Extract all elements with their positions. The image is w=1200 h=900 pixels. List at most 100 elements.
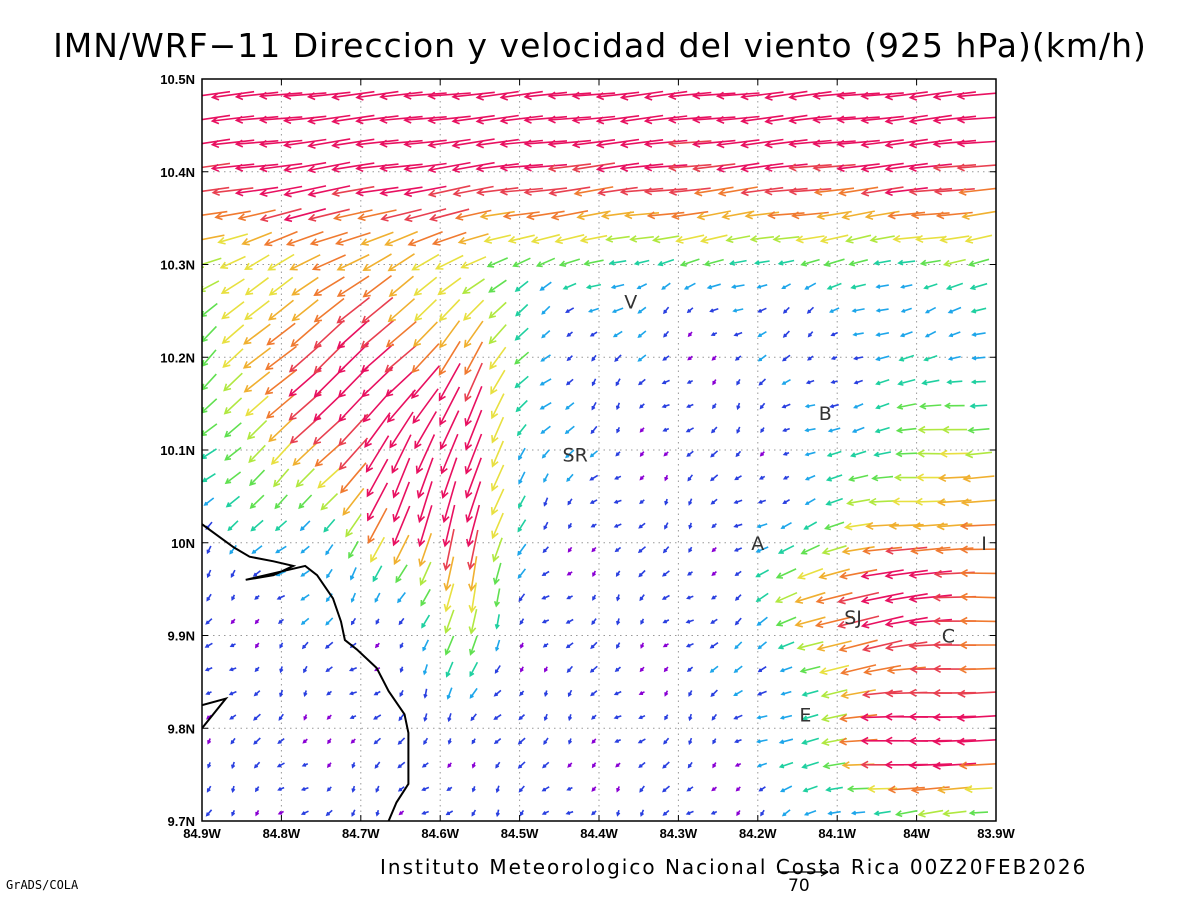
wind-vector	[675, 234, 705, 244]
wind-vector	[805, 379, 815, 385]
wind-vector	[267, 253, 295, 271]
y-tick-label: 9.8N	[168, 721, 195, 736]
wind-vector	[445, 810, 454, 816]
wind-vector	[595, 115, 640, 125]
wind-vector	[827, 427, 841, 433]
wind-vector	[728, 259, 747, 266]
wind-vector	[379, 91, 423, 101]
wind-vector	[325, 809, 333, 817]
wind-vector	[840, 689, 876, 699]
wind-vector	[696, 210, 732, 221]
x-tick-label: 84.5W	[501, 826, 539, 841]
wind-vector	[706, 283, 721, 290]
wind-vector	[637, 354, 647, 362]
wind-vector	[495, 639, 501, 652]
wind-vector	[421, 786, 430, 792]
wind-vector	[711, 355, 717, 361]
wind-vector	[777, 259, 795, 266]
wind-vector	[451, 91, 495, 101]
wind-vector	[735, 786, 741, 792]
wind-vector	[939, 235, 970, 244]
wind-vector	[361, 366, 394, 398]
wind-vector	[933, 187, 975, 196]
wind-vector	[592, 570, 597, 577]
wind-vector	[550, 210, 589, 221]
wind-vector	[662, 809, 670, 816]
wind-vector	[258, 115, 303, 124]
wind-vector	[781, 809, 791, 817]
wind-vector	[807, 331, 814, 338]
wind-vector	[686, 786, 694, 792]
wind-vector	[279, 642, 284, 649]
wind-vector	[444, 609, 455, 634]
wind-vector	[662, 546, 670, 554]
wind-vector	[414, 411, 437, 450]
wind-vector	[760, 809, 765, 817]
wind-vector	[663, 666, 669, 673]
wind-vector	[326, 762, 332, 769]
wind-vector	[350, 738, 356, 744]
wind-vector	[595, 162, 640, 173]
wind-vector	[540, 354, 551, 362]
wind-vector	[964, 785, 993, 794]
wind-vector	[282, 91, 327, 100]
wind-vector	[836, 91, 880, 100]
wind-vector	[517, 737, 526, 745]
wind-vector	[499, 115, 543, 125]
wind-vector	[733, 689, 743, 696]
wind-vector	[523, 91, 568, 101]
wind-vector	[355, 163, 399, 173]
wind-vector	[812, 139, 856, 148]
wind-vector	[351, 762, 356, 769]
wind-vector	[637, 546, 647, 554]
wind-vector	[816, 210, 852, 220]
wind-vector	[324, 641, 334, 649]
wind-vector	[288, 343, 322, 373]
wind-vector	[715, 91, 760, 100]
wind-vector	[252, 570, 261, 577]
wind-vector	[860, 569, 904, 580]
x-tick-label: 84W	[903, 826, 930, 841]
place-label: V	[624, 292, 637, 314]
wind-vector	[590, 690, 598, 697]
wind-vector	[838, 639, 878, 653]
wind-vector	[869, 235, 895, 244]
wind-vector	[610, 283, 625, 290]
place-labels: V B SR A I SJ C E	[563, 292, 987, 727]
wind-vector	[587, 307, 600, 313]
wind-vector	[438, 363, 461, 402]
wind-vector	[686, 450, 694, 457]
wind-vector	[566, 786, 573, 791]
wind-vector	[258, 91, 303, 100]
wind-vector	[915, 234, 946, 244]
wind-vector	[640, 809, 645, 817]
wind-vector	[283, 208, 327, 223]
scale-arrow	[778, 867, 829, 877]
wind-vector	[486, 257, 509, 268]
wind-vector	[764, 139, 808, 149]
wind-vector	[884, 91, 928, 101]
wind-vector	[244, 277, 269, 296]
place-label: SJ	[844, 607, 862, 629]
wind-vector	[899, 331, 913, 338]
wind-vector	[220, 278, 245, 294]
wind-vector	[204, 642, 213, 648]
wind-vector	[932, 713, 977, 722]
wind-vector	[258, 162, 303, 173]
wind-vector	[638, 691, 645, 695]
wind-vector	[471, 762, 476, 769]
wind-vector	[494, 665, 501, 674]
wind-vector	[846, 498, 871, 507]
wind-vector	[861, 690, 903, 699]
wind-vector	[418, 532, 433, 568]
wind-vector	[468, 582, 477, 614]
wind-vector	[961, 210, 996, 220]
wind-vector	[959, 592, 996, 601]
wind-vector	[519, 690, 525, 697]
wind-vector	[249, 469, 266, 487]
coastline-island	[202, 696, 229, 729]
wind-vector	[202, 473, 216, 483]
wind-vector	[838, 714, 878, 723]
wind-vector	[384, 230, 419, 247]
wind-vector	[265, 393, 297, 419]
